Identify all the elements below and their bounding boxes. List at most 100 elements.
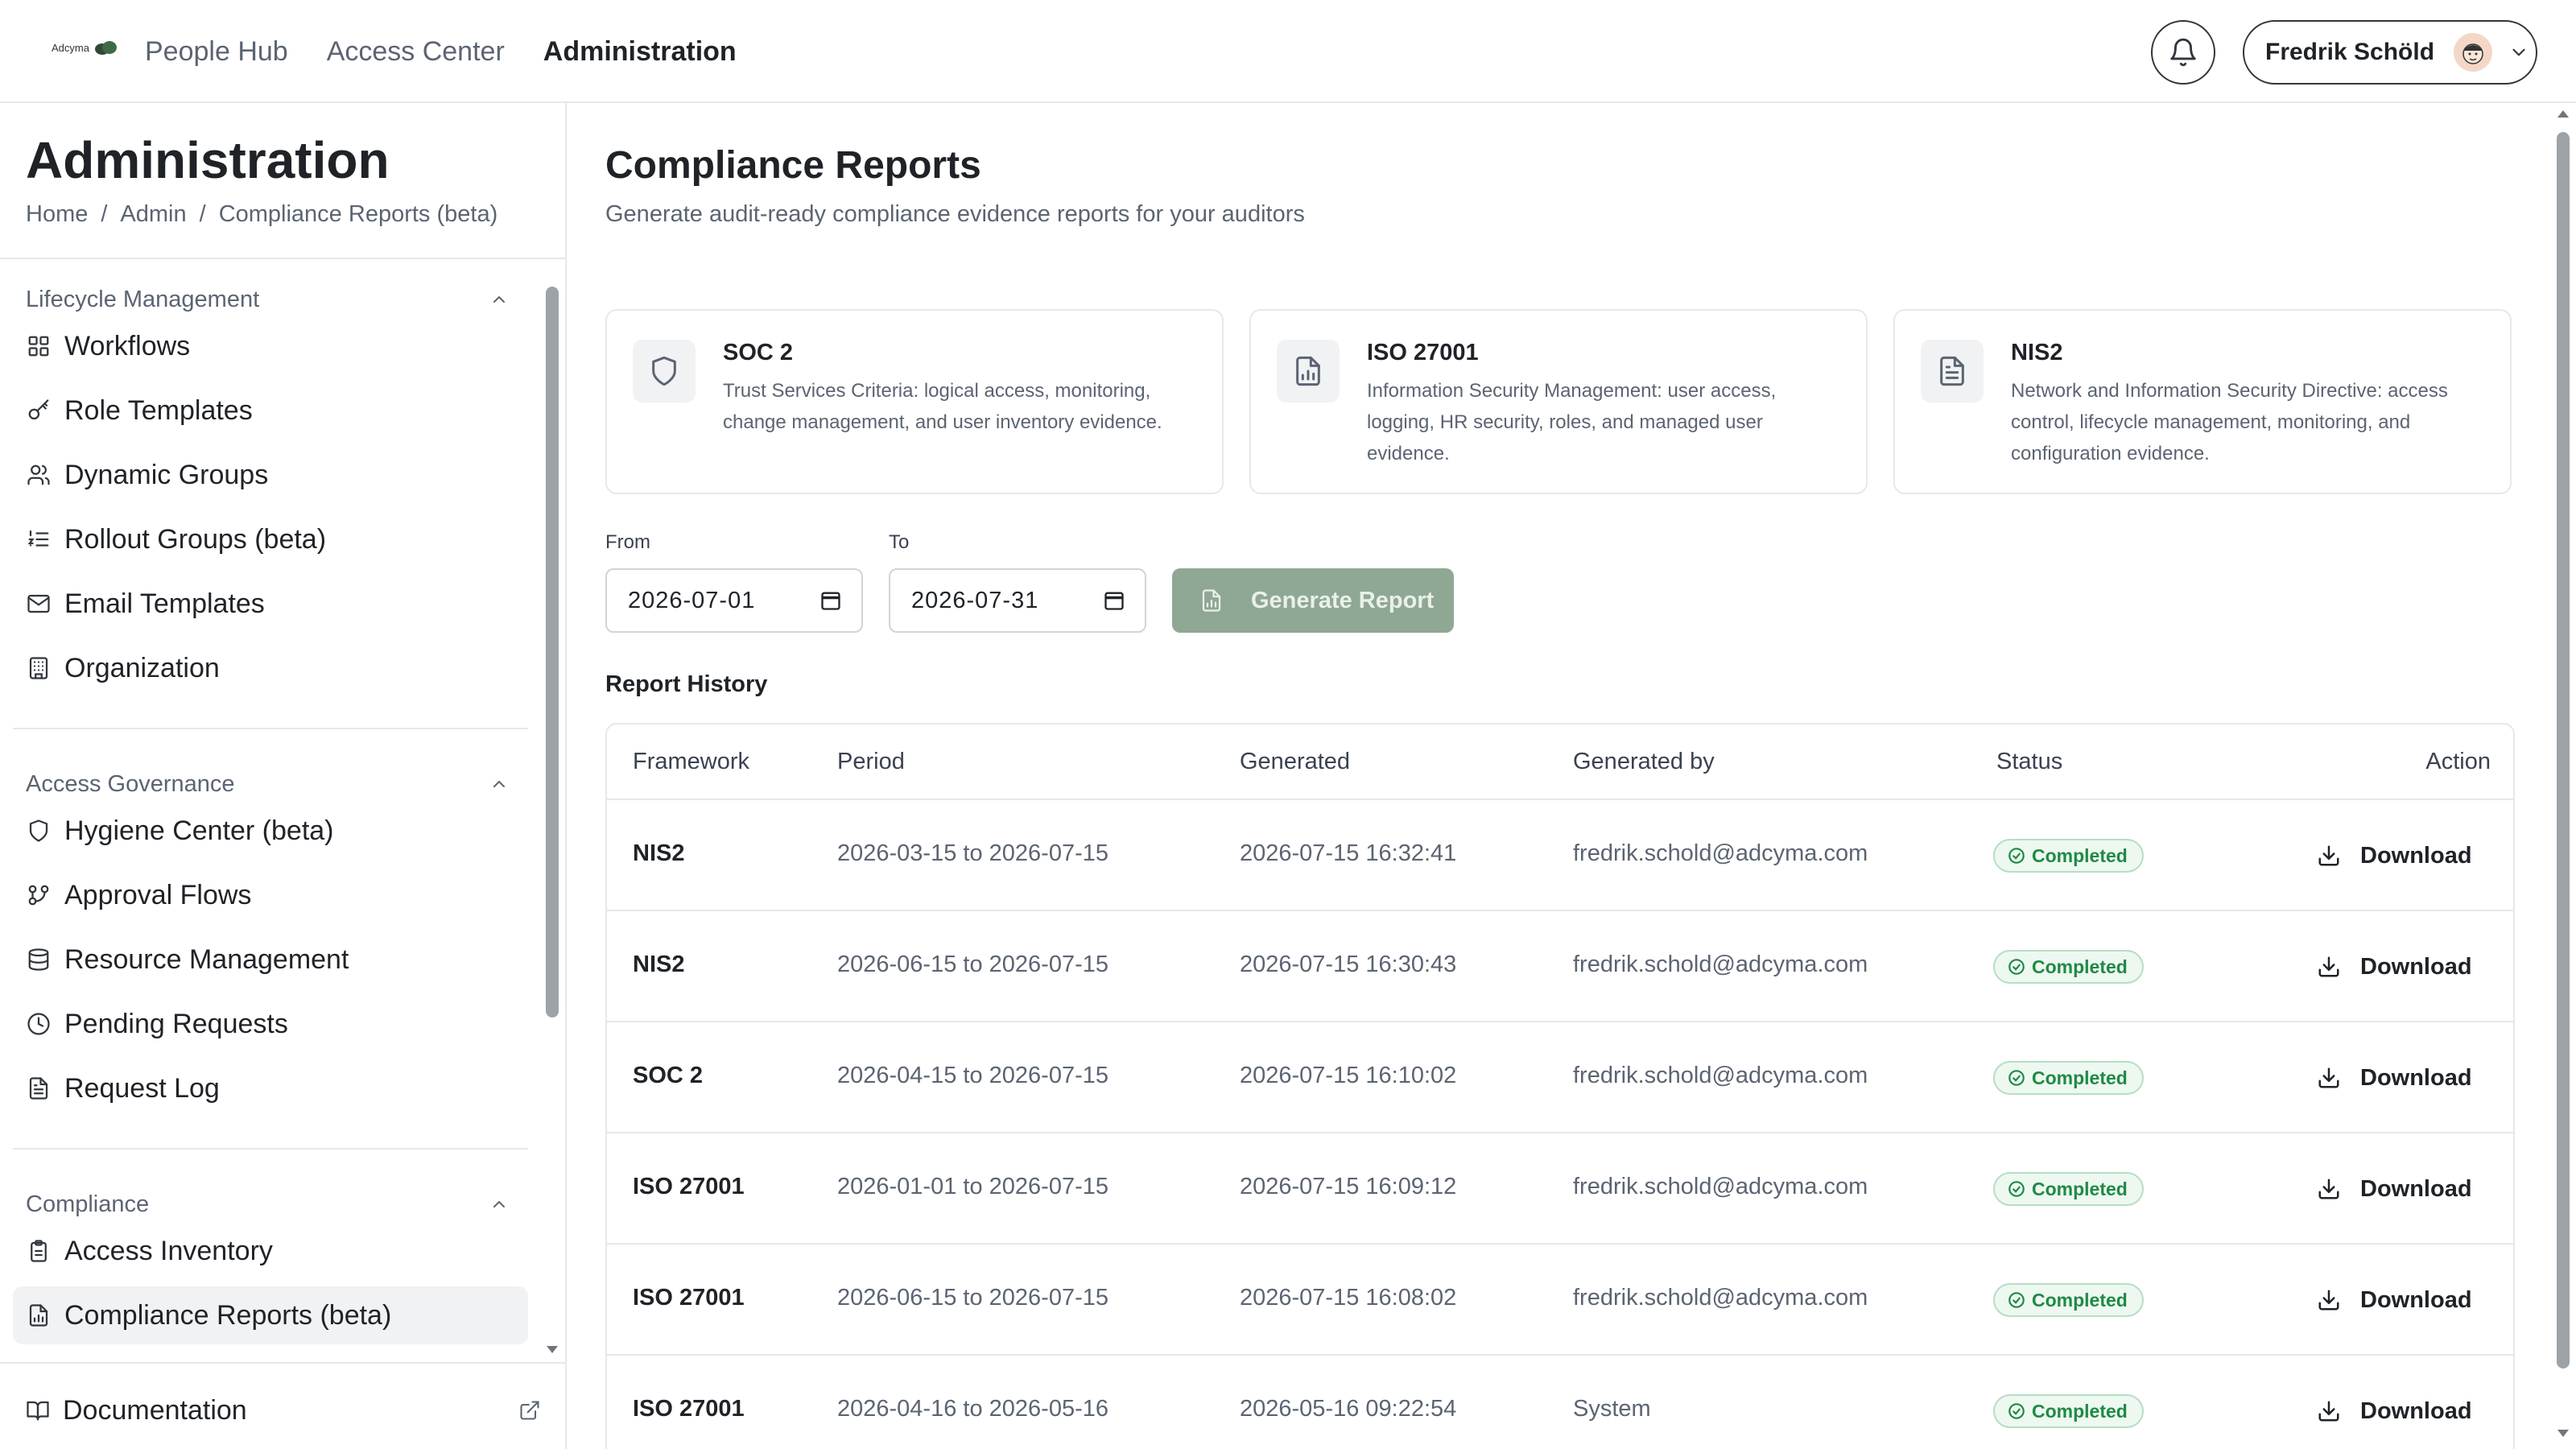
sidebar-nav: Lifecycle Management Workflows Role Temp… — [0, 258, 564, 1362]
breadcrumb-home[interactable]: Home — [26, 201, 89, 227]
cell-framework: ISO 27001 — [633, 1396, 745, 1422]
to-date-input[interactable]: 2026-07-31 — [889, 568, 1146, 633]
cell-generated-by: fredrik.schold@adcyma.com — [1573, 952, 1868, 977]
sidebar-divider — [0, 258, 565, 259]
section-label: Lifecycle Management — [26, 286, 260, 312]
sidebar-item-pending-requests[interactable]: Pending Requests — [13, 995, 528, 1053]
sidebar-item-access-inventory[interactable]: Access Inventory — [13, 1222, 528, 1280]
breadcrumb-admin[interactable]: Admin — [120, 201, 187, 227]
status-label: Completed — [2032, 956, 2128, 977]
from-date-value: 2026-07-01 — [628, 587, 756, 613]
sidebar-item-email-templates[interactable]: Email Templates — [13, 575, 528, 633]
status-badge: Completed — [1993, 1283, 2144, 1317]
users-icon — [26, 462, 52, 488]
framework-description: Trust Services Criteria: logical access,… — [723, 380, 1162, 433]
cell-framework: SOC 2 — [633, 1063, 704, 1088]
download-label: Download — [2360, 953, 2472, 980]
calendar-icon[interactable] — [1103, 589, 1125, 612]
page-scroll-down-arrow-icon[interactable] — [2555, 1426, 2571, 1439]
framework-name: NIS2 — [2011, 340, 2063, 365]
generate-report-button[interactable]: Generate Report — [1172, 568, 1454, 633]
download-button[interactable]: Download — [2317, 1058, 2472, 1098]
documentation-link[interactable]: Documentation — [26, 1388, 541, 1433]
download-button[interactable]: Download — [2317, 1391, 2472, 1431]
avatar-face-icon — [2462, 43, 2483, 64]
check-circle-icon — [2008, 1292, 2025, 1308]
sidebar-item-organization[interactable]: Organization — [13, 639, 528, 697]
sidebar-item-label: Request Log — [64, 1072, 220, 1104]
download-icon — [2318, 845, 2339, 866]
cell-framework: NIS2 — [633, 952, 685, 977]
chevron-down-icon — [2512, 48, 2525, 56]
page-scrollbar-thumb[interactable] — [2557, 132, 2570, 1368]
download-label: Download — [2360, 1064, 2472, 1091]
download-button[interactable]: Download — [2317, 836, 2472, 876]
download-icon — [2318, 1290, 2339, 1311]
nav-administration[interactable]: Administration — [543, 36, 737, 67]
column-header-generated-by[interactable]: Generated by — [1573, 749, 1715, 774]
page-subtitle: Generate audit-ready compliance evidence… — [605, 201, 1305, 227]
column-header-status[interactable]: Status — [1996, 749, 2063, 774]
page-scroll-up-arrow-icon[interactable] — [2555, 108, 2571, 121]
section-header-compliance[interactable]: Compliance — [26, 1188, 509, 1220]
section-header-access-governance[interactable]: Access Governance — [26, 768, 509, 800]
check-circle-icon — [2008, 848, 2025, 864]
sidebar-item-label: Rollout Groups (beta) — [64, 523, 327, 555]
sidebar-item-rollout-groups[interactable]: Rollout Groups (beta) — [13, 510, 528, 568]
section-label: Access Governance — [26, 770, 235, 797]
sidebar-divider — [0, 1362, 565, 1364]
nav-access-center[interactable]: Access Center — [326, 36, 505, 67]
report-history-title: Report History — [605, 671, 768, 697]
section-header-lifecycle[interactable]: Lifecycle Management — [26, 283, 509, 316]
chevron-up-icon — [493, 1200, 505, 1208]
from-label: From — [605, 531, 650, 553]
table-row: NIS2 2026-03-15 to 2026-07-15 2026-07-15… — [607, 800, 2513, 911]
sidebar-item-role-templates[interactable]: Role Templates — [13, 382, 528, 440]
table-row: ISO 27001 2026-06-15 to 2026-07-15 2026-… — [607, 1245, 2513, 1356]
download-button[interactable]: Download — [2317, 947, 2472, 987]
bell-icon — [2170, 38, 2196, 67]
notifications-button[interactable] — [2151, 20, 2215, 85]
logo-text: Adcyma — [52, 41, 89, 54]
sidebar-item-compliance-reports[interactable]: Compliance Reports (beta) — [13, 1286, 528, 1344]
sidebar-scrollbar-thumb[interactable] — [546, 287, 559, 1018]
from-date-input[interactable]: 2026-07-01 — [605, 568, 863, 633]
sidebar-item-request-log[interactable]: Request Log — [13, 1059, 528, 1117]
user-menu-button[interactable]: Fredrik Schöld — [2243, 20, 2537, 85]
framework-card-nis2: NIS2 Network and Information Security Di… — [1893, 309, 2512, 494]
framework-name: SOC 2 — [723, 340, 794, 365]
section-label: Compliance — [26, 1191, 150, 1217]
external-link-icon — [520, 1401, 539, 1420]
cell-framework: NIS2 — [633, 840, 685, 866]
download-label: Download — [2360, 1175, 2472, 1202]
column-header-period[interactable]: Period — [837, 749, 905, 774]
cell-period: 2026-06-15 to 2026-07-15 — [837, 1285, 1108, 1311]
column-header-generated[interactable]: Generated — [1240, 749, 1351, 774]
calendar-icon[interactable] — [819, 589, 842, 612]
table-row: ISO 27001 2026-04-16 to 2026-05-16 2026-… — [607, 1356, 2513, 1449]
column-header-framework[interactable]: Framework — [633, 749, 750, 774]
logo[interactable]: Adcyma — [52, 39, 118, 56]
sidebar-item-approval-flows[interactable]: Approval Flows — [13, 866, 528, 924]
nav-people-hub[interactable]: People Hub — [145, 36, 288, 67]
download-button[interactable]: Download — [2317, 1280, 2472, 1320]
sidebar-item-label: Pending Requests — [64, 1008, 288, 1039]
scroll-down-arrow-icon[interactable] — [544, 1343, 560, 1356]
cell-generated: 2026-07-15 16:30:43 — [1240, 952, 1457, 977]
table-row: SOC 2 2026-04-15 to 2026-07-15 2026-07-1… — [607, 1022, 2513, 1133]
cell-generated-by: System — [1573, 1396, 1651, 1422]
sidebar-item-workflows[interactable]: Workflows — [13, 317, 528, 375]
framework-name: ISO 27001 — [1367, 340, 1479, 365]
mail-icon — [26, 591, 52, 617]
status-badge: Completed — [1993, 839, 2144, 873]
sidebar-item-hygiene-center[interactable]: Hygiene Center (beta) — [13, 802, 528, 860]
breadcrumb-current: Compliance Reports (beta) — [218, 201, 498, 227]
page-title: Compliance Reports — [605, 144, 981, 187]
cell-generated: 2026-07-15 16:32:41 — [1240, 840, 1457, 866]
sidebar-item-label: Workflows — [64, 330, 191, 361]
sidebar-item-dynamic-groups[interactable]: Dynamic Groups — [13, 446, 528, 504]
sidebar-item-resource-management[interactable]: Resource Management — [13, 931, 528, 989]
cell-generated: 2026-07-15 16:10:02 — [1240, 1063, 1457, 1088]
download-button[interactable]: Download — [2317, 1169, 2472, 1209]
sidebar-item-label: Approval Flows — [64, 879, 252, 910]
